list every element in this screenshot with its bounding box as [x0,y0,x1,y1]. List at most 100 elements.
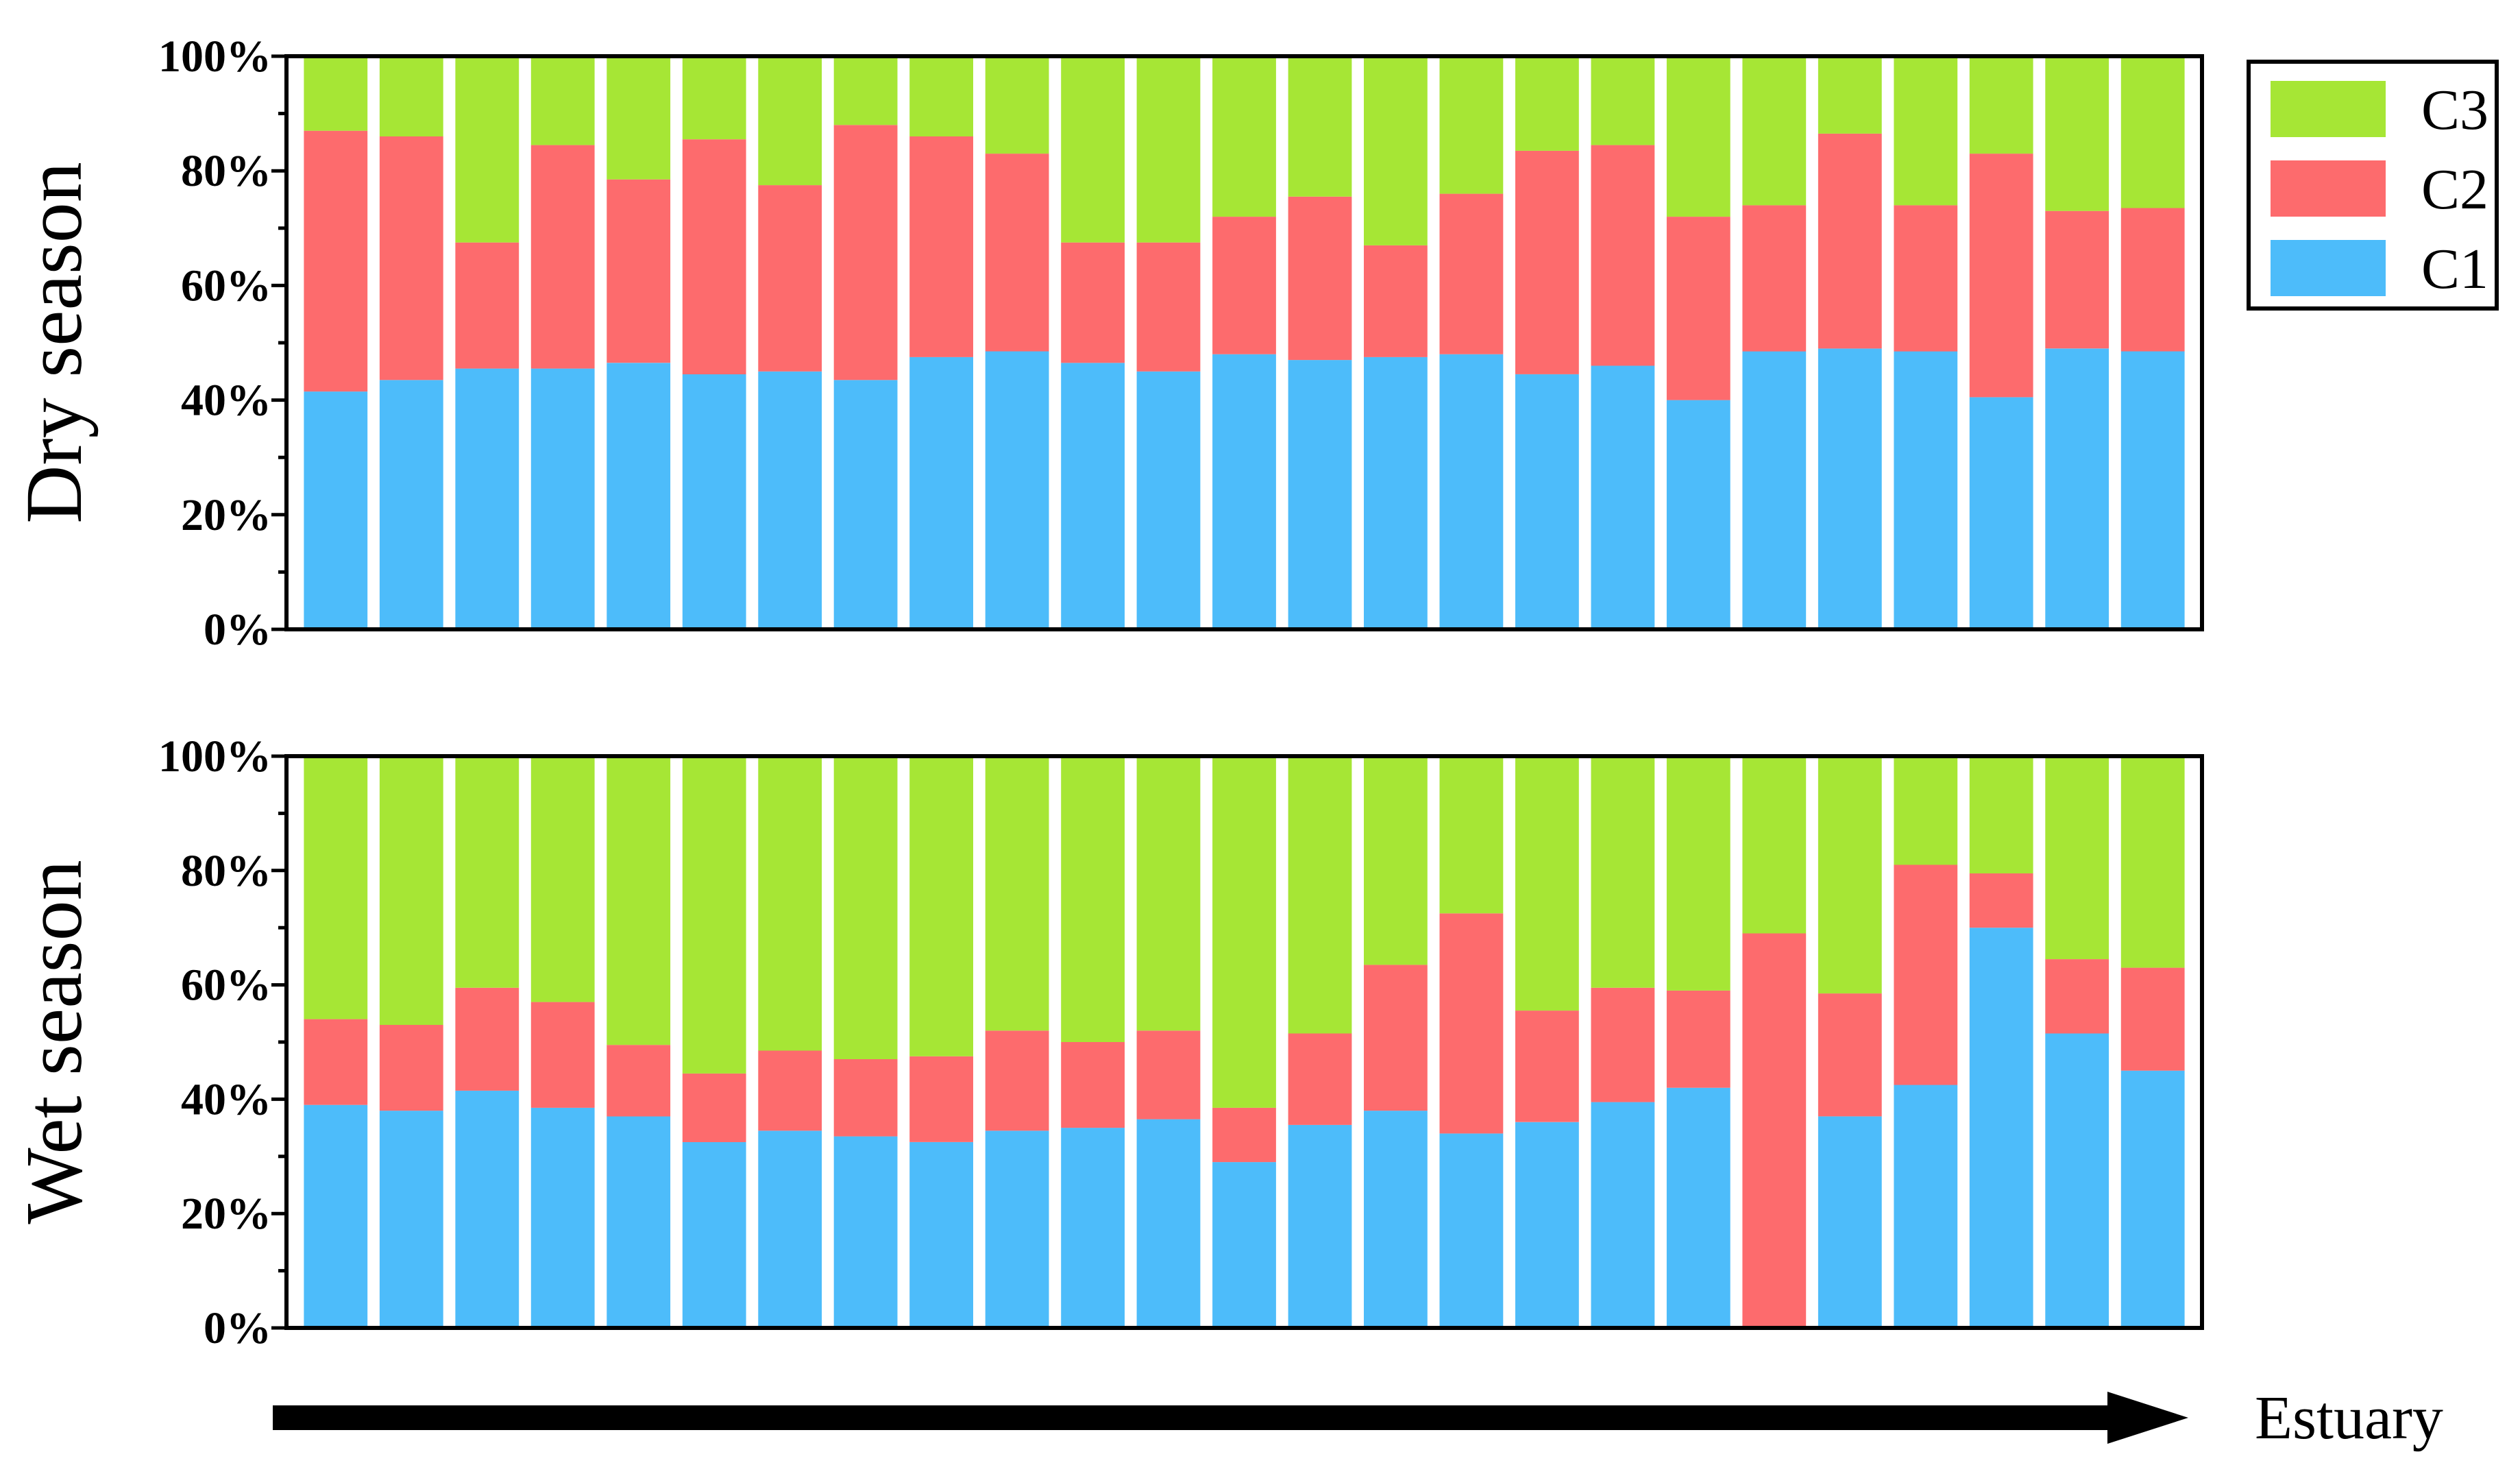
y-tick-label: 100% [158,731,271,782]
bar-c3-7 [758,56,822,186]
bar-c2-17 [1515,1011,1579,1122]
bar-c3-8 [833,56,898,125]
bar-c1-10 [985,1130,1049,1328]
estuary-annotation: Estuary [273,1384,2443,1452]
y-tick-label: 100% [158,32,271,82]
bar-c3-10 [985,56,1049,154]
bar-c2-24 [2045,210,2109,349]
bar-c3-1 [304,756,368,1019]
bar-c3-2 [379,756,443,1025]
bar-c1-15 [1364,356,1428,629]
bar-c3-5 [607,56,671,180]
bar-c1-1 [304,391,368,629]
panels: 0% 20% 40% 60% 80% 100% Dry season 0% 20% 40% 60% 8… [9,32,2204,1353]
bar-c2-25 [2120,208,2185,352]
bar-c1-19 [1666,1087,1730,1328]
bar-c1-5 [607,1116,671,1328]
bar-c2-14 [1288,1033,1352,1125]
bar-c2-18 [1591,987,1655,1102]
panel-1: 0% 20% 40% 60% 80% 100% Dry season [9,32,2204,655]
y-tick-label: 20% [181,1189,271,1239]
bar-c1-21 [1818,348,1882,629]
bar-c2-11 [1061,242,1125,363]
bar-c3-18 [1591,56,1655,145]
bar-c1-7 [758,1130,822,1328]
bar-c3-20 [1742,56,1807,206]
estuary-label: Estuary [2255,1384,2443,1452]
bar-c1-24 [2045,1033,2109,1328]
bar-c3-24 [2045,756,2109,960]
bar-c2-8 [833,125,898,380]
bar-c2-25 [2120,967,2185,1071]
bar-c1-16 [1439,354,1504,629]
bar-c2-9 [909,136,973,357]
bar-c1-23 [1969,397,2033,629]
bar-c1-17 [1515,1122,1579,1328]
bar-c3-14 [1288,756,1352,1034]
bar-c2-23 [1969,154,2033,398]
bar-c3-17 [1515,56,1579,151]
y-tick-label: 60% [181,960,271,1011]
bar-c2-7 [758,1050,822,1131]
bar-c1-15 [1364,1111,1428,1328]
y-tick-label: 80% [181,146,271,196]
bar-c3-16 [1439,56,1504,194]
bar-c1-25 [2120,351,2185,629]
bar-c3-5 [607,756,671,1045]
legend-swatch-c3 [2271,81,2386,137]
bar-c3-12 [1136,756,1201,1031]
bar-c2-13 [1212,217,1276,354]
bar-c2-16 [1439,913,1504,1134]
bar-c1-5 [607,363,671,629]
bar-c2-23 [1969,873,2033,928]
bar-c3-22 [1894,56,1958,206]
bar-c2-4 [530,1002,595,1108]
bar-c1-11 [1061,363,1125,629]
bar-c3-3 [455,56,519,243]
legend-swatch-c1 [2271,240,2386,296]
bar-c1-21 [1818,1116,1882,1328]
bar-c1-17 [1515,374,1579,629]
bar-c3-8 [833,756,898,1059]
bar-c1-4 [530,368,595,629]
bar-c3-17 [1515,756,1579,1011]
bar-c3-3 [455,756,519,988]
bar-c1-6 [682,374,746,629]
bar-c2-3 [455,242,519,369]
bar-c1-9 [909,356,973,629]
bar-c2-4 [530,145,595,369]
legend-swatch-c2 [2271,160,2386,217]
bar-c2-6 [682,1073,746,1142]
bar-c1-11 [1061,1128,1125,1328]
bar-c1-2 [379,380,443,629]
bar-c3-23 [1969,756,2033,873]
bar-c1-25 [2120,1070,2185,1328]
bar-c2-5 [607,179,671,363]
bar-c2-21 [1818,133,1882,349]
bar-c2-15 [1364,245,1428,357]
bar-c2-12 [1136,242,1201,372]
bar-c1-6 [682,1142,746,1328]
y-tick-label: 80% [181,846,271,896]
bar-c3-21 [1818,56,1882,134]
bar-c3-7 [758,756,822,1051]
bar-c2-8 [833,1059,898,1137]
bar-c1-8 [833,380,898,629]
bar-c1-12 [1136,371,1201,629]
legend: C3 C2 C1 [2247,60,2499,311]
bar-c3-13 [1212,756,1276,1108]
bar-c3-18 [1591,756,1655,988]
bar-c2-10 [985,154,1049,352]
bar-c2-22 [1894,205,1958,352]
bar-c1-16 [1439,1133,1504,1328]
bar-c3-4 [530,56,595,145]
bar-c3-1 [304,56,368,131]
bar-c3-6 [682,756,746,1074]
bar-c1-18 [1591,365,1655,629]
bar-c3-15 [1364,56,1428,245]
bar-c2-21 [1818,993,1882,1117]
bar-c2-18 [1591,145,1655,366]
bar-c2-6 [682,139,746,374]
bar-c1-18 [1591,1102,1655,1328]
